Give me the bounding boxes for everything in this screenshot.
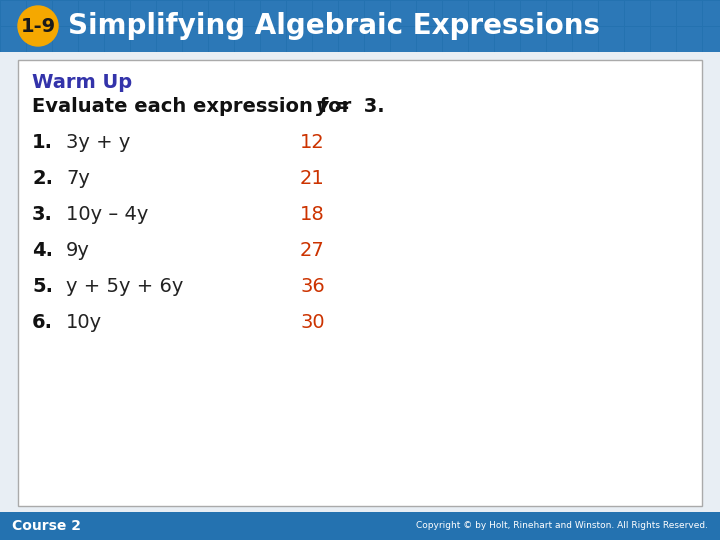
Text: y + 5y + 6y: y + 5y + 6y (66, 276, 184, 295)
Text: Copyright © by Holt, Rinehart and Winston. All Rights Reserved.: Copyright © by Holt, Rinehart and Winsto… (416, 522, 708, 530)
Text: 1-9: 1-9 (20, 17, 55, 36)
FancyBboxPatch shape (598, 26, 624, 51)
FancyBboxPatch shape (0, 0, 720, 52)
FancyBboxPatch shape (572, 26, 598, 51)
FancyBboxPatch shape (156, 26, 181, 51)
FancyBboxPatch shape (78, 1, 104, 25)
FancyBboxPatch shape (469, 1, 493, 25)
FancyBboxPatch shape (287, 1, 312, 25)
FancyBboxPatch shape (104, 26, 130, 51)
Text: 3.: 3. (32, 205, 53, 224)
FancyBboxPatch shape (130, 26, 156, 51)
FancyBboxPatch shape (443, 26, 467, 51)
FancyBboxPatch shape (703, 26, 720, 51)
FancyBboxPatch shape (182, 26, 207, 51)
Text: Evaluate each expression for: Evaluate each expression for (32, 97, 358, 116)
FancyBboxPatch shape (416, 1, 441, 25)
FancyBboxPatch shape (521, 1, 546, 25)
FancyBboxPatch shape (1, 26, 25, 51)
FancyBboxPatch shape (572, 1, 598, 25)
FancyBboxPatch shape (1, 1, 25, 25)
FancyBboxPatch shape (235, 26, 259, 51)
FancyBboxPatch shape (677, 26, 701, 51)
FancyBboxPatch shape (261, 26, 286, 51)
FancyBboxPatch shape (546, 1, 572, 25)
FancyBboxPatch shape (495, 26, 520, 51)
FancyBboxPatch shape (287, 26, 312, 51)
FancyBboxPatch shape (677, 1, 701, 25)
Text: Warm Up: Warm Up (32, 72, 132, 91)
FancyBboxPatch shape (0, 512, 720, 540)
Text: 4.: 4. (32, 240, 53, 260)
FancyBboxPatch shape (416, 26, 441, 51)
Circle shape (18, 6, 58, 46)
FancyBboxPatch shape (650, 1, 675, 25)
Text: y: y (316, 97, 329, 116)
Text: 27: 27 (300, 240, 325, 260)
FancyBboxPatch shape (390, 1, 415, 25)
Text: =  3.: = 3. (327, 97, 384, 116)
FancyBboxPatch shape (312, 1, 338, 25)
Text: 30: 30 (300, 313, 325, 332)
FancyBboxPatch shape (495, 1, 520, 25)
Text: Simplifying Algebraic Expressions: Simplifying Algebraic Expressions (68, 12, 600, 40)
Text: 1.: 1. (32, 132, 53, 152)
FancyBboxPatch shape (182, 1, 207, 25)
FancyBboxPatch shape (703, 1, 720, 25)
Text: 5.: 5. (32, 276, 53, 295)
FancyBboxPatch shape (53, 1, 78, 25)
FancyBboxPatch shape (209, 1, 233, 25)
FancyBboxPatch shape (469, 26, 493, 51)
FancyBboxPatch shape (338, 26, 364, 51)
Text: 6.: 6. (32, 313, 53, 332)
FancyBboxPatch shape (624, 26, 649, 51)
FancyBboxPatch shape (598, 1, 624, 25)
Text: 10y – 4y: 10y – 4y (66, 205, 148, 224)
FancyBboxPatch shape (650, 26, 675, 51)
FancyBboxPatch shape (338, 1, 364, 25)
FancyBboxPatch shape (104, 1, 130, 25)
Text: 36: 36 (300, 276, 325, 295)
Text: 2.: 2. (32, 168, 53, 187)
FancyBboxPatch shape (364, 1, 390, 25)
Text: Course 2: Course 2 (12, 519, 81, 533)
FancyBboxPatch shape (521, 26, 546, 51)
Text: 18: 18 (300, 205, 325, 224)
FancyBboxPatch shape (27, 1, 52, 25)
FancyBboxPatch shape (364, 26, 390, 51)
FancyBboxPatch shape (130, 1, 156, 25)
FancyBboxPatch shape (156, 1, 181, 25)
Text: 12: 12 (300, 132, 325, 152)
FancyBboxPatch shape (27, 26, 52, 51)
FancyBboxPatch shape (53, 26, 78, 51)
FancyBboxPatch shape (78, 26, 104, 51)
Text: 10y: 10y (66, 313, 102, 332)
FancyBboxPatch shape (312, 26, 338, 51)
FancyBboxPatch shape (624, 1, 649, 25)
FancyBboxPatch shape (546, 26, 572, 51)
FancyBboxPatch shape (235, 1, 259, 25)
Text: 21: 21 (300, 168, 325, 187)
FancyBboxPatch shape (261, 1, 286, 25)
FancyBboxPatch shape (443, 1, 467, 25)
FancyBboxPatch shape (390, 26, 415, 51)
Text: 7y: 7y (66, 168, 90, 187)
FancyBboxPatch shape (209, 26, 233, 51)
Text: 3y + y: 3y + y (66, 132, 130, 152)
Text: 9y: 9y (66, 240, 90, 260)
FancyBboxPatch shape (18, 60, 702, 506)
